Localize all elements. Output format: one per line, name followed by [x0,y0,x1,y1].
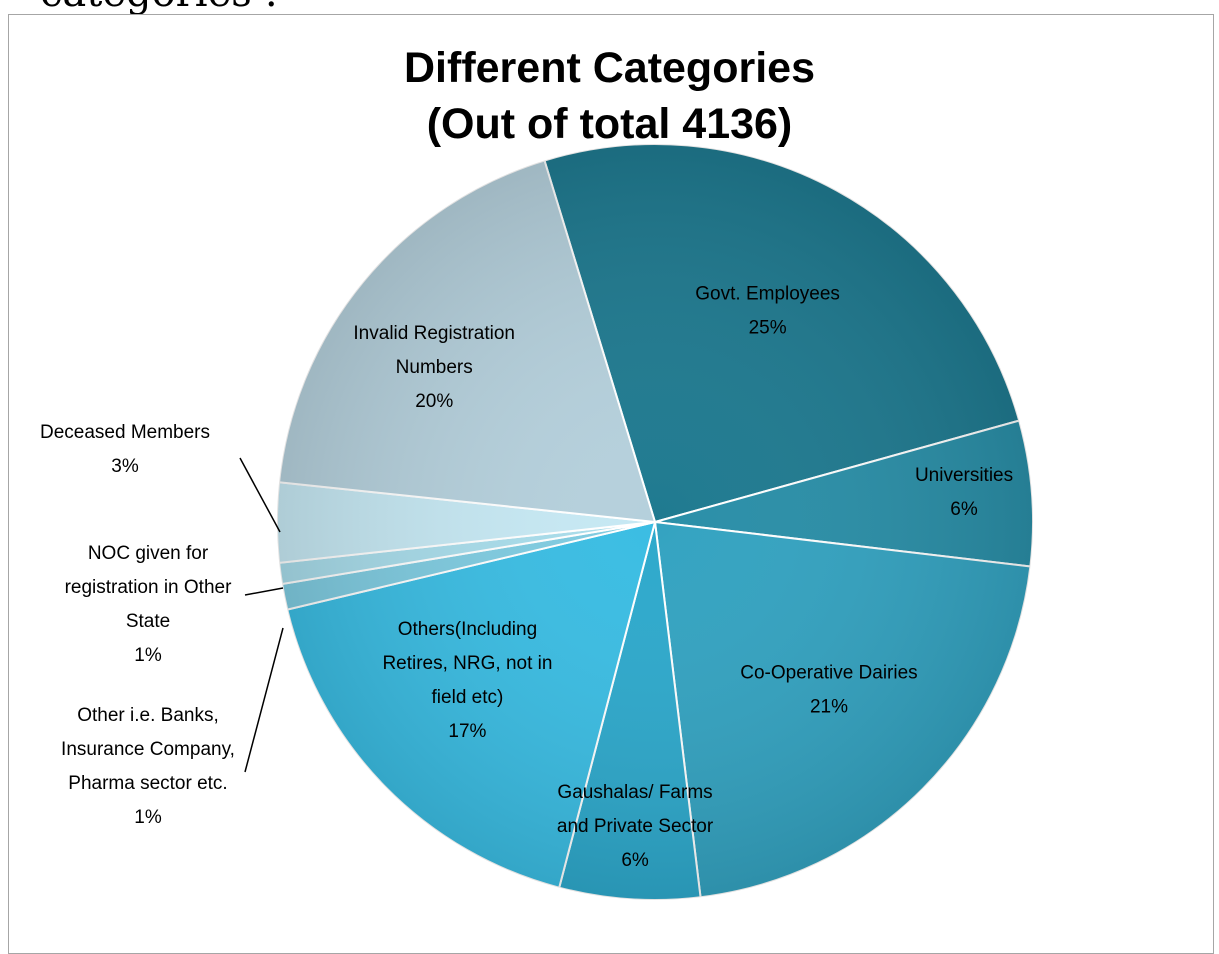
slice-label-line: Other i.e. Banks, [77,705,219,726]
slice-percent: 6% [621,850,649,871]
slice-label: Co-Operative Dairies 21% [740,662,917,717]
slice-label-line: Deceased Members [40,422,210,443]
slice-label-line: State [126,611,170,632]
slice-label-line: Insurance Company, [61,739,235,760]
chart-title: Different Categories (Out of total 4136) [0,40,1219,152]
slice-label-line: Retires, NRG, not in [382,653,552,674]
slice-label-line: Co-Operative Dairies [740,662,917,683]
leader-line [244,587,284,596]
leader-line [239,457,281,533]
slice-percent: 3% [111,456,139,477]
slice-label-line: Gaushalas/ Farms [557,782,712,803]
slice-percent: 21% [810,696,848,717]
slice-label-line: Pharma sector etc. [68,773,227,794]
slice-label: Govt. Employees 25% [695,283,840,338]
slice-label: Gaushalas/ Farms and Private Sector 6% [557,782,714,871]
slice-label-line: field etc) [432,687,504,708]
slice-label-line: Numbers [396,357,473,378]
slice-label: NOC given for registration in Other State 1… [65,543,233,666]
chart-title-line-2: (Out of total 4136) [426,100,793,148]
slice-label: Other i.e. Banks, Insurance Company, Pharm… [61,705,235,828]
slice-label-line: Others(Including [398,619,537,640]
slice-percent: 6% [950,499,978,520]
slice-percent: 20% [415,391,453,412]
slice-percent: 17% [448,721,486,742]
slice-label: Invalid Registration Numbers 20% [353,323,515,412]
slice-label-line: NOC given for [88,543,209,564]
slice-label-line: registration in Other [65,577,233,598]
chart-title-line-1: Different Categories [404,44,815,92]
slice-label-line: Invalid Registration [353,323,515,344]
leader-line [244,627,284,773]
slice-percent: 1% [134,807,162,828]
slice-label: Deceased Members 3% [40,422,210,477]
slice-label: Others(Including Retires, NRG, not in fiel… [382,619,552,742]
slice-label: Universities 6% [915,465,1013,520]
slice-label-line: Universities [915,465,1013,486]
slice-label-line: and Private Sector [557,816,714,837]
slice-percent: 25% [749,317,787,338]
slice-percent: 1% [134,645,162,666]
caption-text-above: categories : [40,0,278,16]
slice-label-line: Govt. Employees [695,283,840,304]
